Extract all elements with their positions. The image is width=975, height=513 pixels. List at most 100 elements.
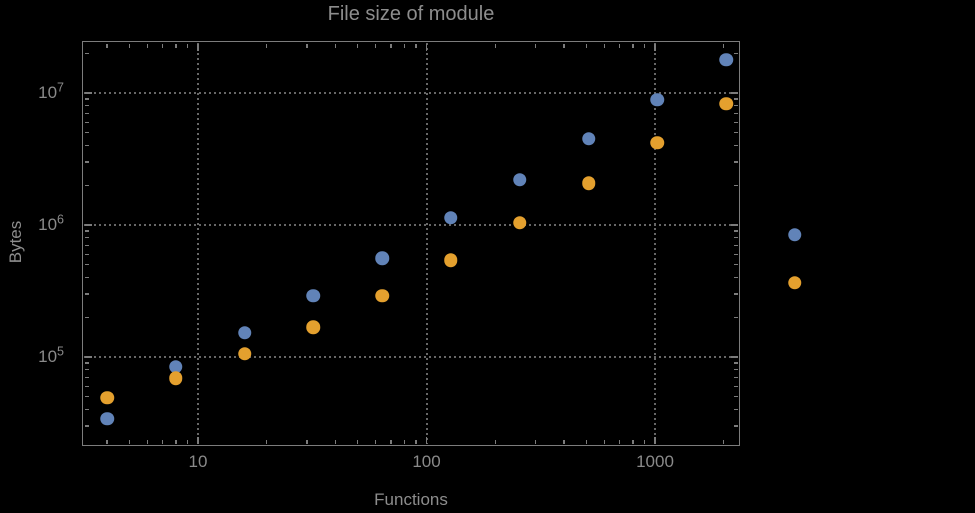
y-tick bbox=[730, 92, 738, 94]
x-tick bbox=[161, 439, 164, 444]
plot-title: File size of module bbox=[327, 3, 495, 25]
x-tick bbox=[632, 43, 634, 48]
x-tick bbox=[306, 439, 308, 444]
x-tick bbox=[425, 43, 428, 51]
x-tick bbox=[534, 43, 537, 48]
y-tick bbox=[84, 356, 92, 358]
x-tick bbox=[415, 439, 417, 444]
y-tick bbox=[84, 244, 89, 247]
x-tick bbox=[534, 439, 537, 444]
y-tick bbox=[84, 396, 89, 398]
y-tick bbox=[730, 224, 738, 226]
y-tick bbox=[84, 293, 89, 295]
data-point-series-2-orange bbox=[581, 176, 596, 190]
y-tick-label: 107 bbox=[38, 80, 64, 102]
y-tick bbox=[733, 293, 738, 295]
data-point-series-2-orange bbox=[237, 346, 252, 361]
x-tick bbox=[146, 43, 148, 48]
x-tick bbox=[618, 43, 621, 48]
y-tick-label: 106 bbox=[38, 212, 64, 234]
x-tick bbox=[603, 439, 605, 444]
y-tick bbox=[84, 161, 89, 163]
x-tick bbox=[357, 43, 359, 48]
y-tick bbox=[84, 105, 89, 107]
data-point-series-2-orange bbox=[306, 320, 321, 334]
y-gridline bbox=[84, 224, 738, 226]
x-tick bbox=[375, 439, 377, 444]
data-point-series-2-orange bbox=[169, 371, 183, 386]
y-tick bbox=[733, 98, 738, 100]
y-tick bbox=[733, 132, 738, 134]
x-tick bbox=[186, 43, 189, 48]
data-point-series-2-orange bbox=[444, 253, 458, 268]
x-tick bbox=[654, 436, 656, 444]
x-tick bbox=[375, 43, 377, 48]
data-point-series-2-orange bbox=[513, 216, 527, 230]
x-tick bbox=[563, 43, 565, 48]
y-tick bbox=[84, 408, 89, 411]
x-tick bbox=[357, 439, 359, 444]
x-gridline bbox=[654, 43, 656, 444]
x-tick-label: 100 bbox=[412, 452, 441, 471]
y-tick bbox=[84, 121, 89, 123]
x-tick bbox=[654, 43, 656, 51]
x-tick bbox=[161, 43, 164, 48]
x-tick bbox=[334, 439, 337, 444]
y-tick bbox=[84, 385, 89, 387]
x-tick bbox=[334, 43, 337, 48]
data-point-series-1-blue bbox=[513, 173, 527, 187]
data-point-series-2-orange bbox=[650, 135, 665, 150]
data-point-series-1-blue bbox=[444, 211, 458, 225]
y-tick bbox=[84, 276, 89, 279]
data-point-series-1-blue bbox=[169, 360, 183, 374]
y-tick bbox=[84, 112, 89, 115]
y-tick bbox=[733, 408, 738, 411]
y-tick bbox=[733, 244, 738, 247]
x-tick bbox=[415, 43, 417, 48]
x-tick bbox=[723, 43, 725, 48]
x-tick bbox=[266, 43, 268, 48]
y-tick bbox=[84, 92, 92, 94]
y-tick bbox=[84, 98, 89, 100]
y-tick bbox=[84, 184, 89, 186]
y-tick bbox=[84, 237, 89, 239]
x-tick bbox=[603, 43, 605, 48]
y-tick bbox=[84, 264, 89, 266]
y-tick bbox=[733, 385, 738, 387]
y-tick bbox=[84, 132, 89, 134]
y-tick bbox=[733, 52, 738, 54]
x-tick bbox=[618, 439, 621, 444]
y-tick bbox=[730, 356, 738, 358]
x-tick bbox=[632, 439, 634, 444]
x-tick bbox=[266, 439, 268, 444]
x-tick bbox=[585, 439, 587, 444]
data-point-series-1-blue bbox=[650, 92, 665, 107]
data-point-series-1-blue bbox=[788, 228, 802, 242]
data-point-series-1-blue bbox=[719, 53, 733, 67]
y-tick bbox=[733, 276, 738, 279]
x-tick bbox=[563, 439, 565, 444]
x-tick bbox=[106, 439, 108, 444]
x-tick bbox=[128, 439, 130, 444]
x-tick bbox=[643, 43, 646, 48]
y-tick bbox=[733, 121, 738, 123]
y-tick bbox=[733, 425, 738, 427]
data-point-series-2-orange bbox=[375, 289, 389, 303]
y-tick bbox=[84, 52, 89, 54]
x-axis-label: Functions bbox=[374, 490, 448, 509]
y-tick bbox=[733, 105, 738, 107]
y-tick bbox=[84, 362, 89, 364]
x-tick bbox=[197, 436, 199, 444]
x-tick bbox=[186, 439, 189, 444]
x-tick bbox=[723, 439, 725, 444]
y-tick bbox=[733, 161, 738, 163]
x-tick bbox=[403, 43, 406, 48]
y-tick bbox=[733, 253, 738, 255]
x-tick bbox=[128, 43, 130, 48]
data-point-series-1-blue bbox=[100, 412, 114, 426]
data-point-series-2-orange bbox=[719, 96, 733, 111]
data-point-series-1-blue bbox=[237, 326, 252, 340]
y-tick bbox=[733, 362, 738, 364]
data-point-series-1-blue bbox=[306, 289, 321, 303]
